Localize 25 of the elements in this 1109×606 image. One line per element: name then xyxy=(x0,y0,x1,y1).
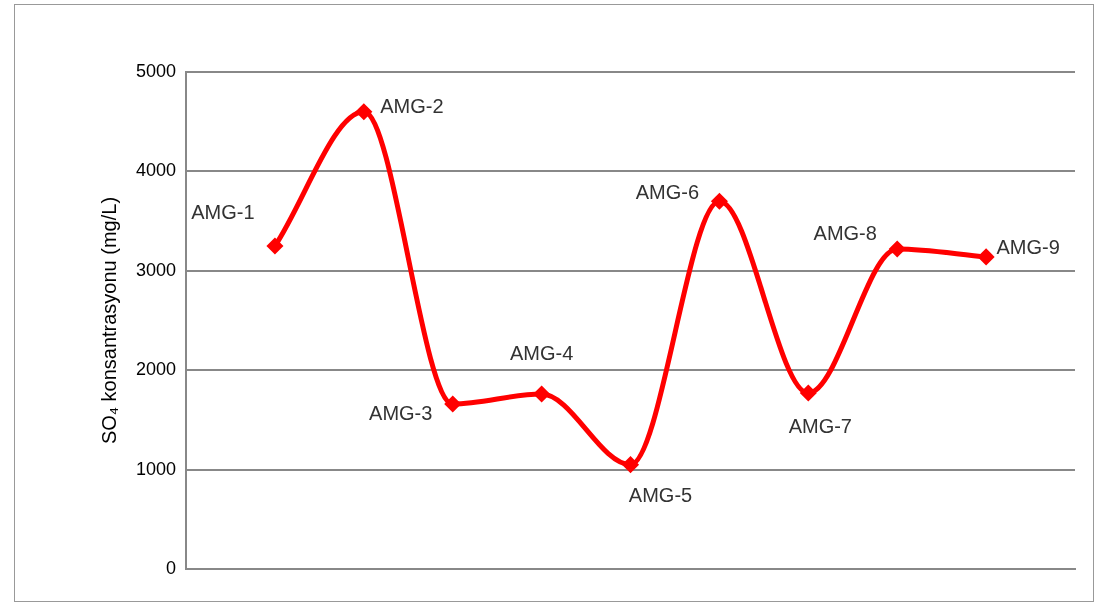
point xyxy=(534,386,550,402)
annotation: AMG-6 xyxy=(635,180,700,203)
point xyxy=(800,385,816,401)
annotation: AMG-3 xyxy=(369,401,433,424)
y-tick-label: 1000 xyxy=(136,458,177,479)
annotation: AMG-4 xyxy=(509,341,574,364)
annotation: AMG-8 xyxy=(813,222,877,245)
y-axis-title: SO₄ konsantrasyonu (mg/L) xyxy=(97,196,120,445)
point xyxy=(445,396,461,412)
annotation: AMG-7 xyxy=(788,414,852,437)
annotation: AMG-5 xyxy=(628,484,693,507)
point xyxy=(356,104,372,120)
y-tick-label: 2000 xyxy=(136,359,177,380)
y-tick-label: 5000 xyxy=(136,60,177,81)
annotation: AMG-1 xyxy=(191,201,255,224)
point xyxy=(267,238,283,254)
y-tick-label: 0 xyxy=(166,557,177,578)
y-tick-label: 4000 xyxy=(136,160,177,181)
point xyxy=(711,193,727,209)
annotation: AMG-2 xyxy=(380,95,444,118)
point xyxy=(623,457,639,473)
annotation: AMG-9 xyxy=(996,236,1060,259)
y-tick-label: 3000 xyxy=(136,259,177,280)
point xyxy=(889,241,905,257)
point xyxy=(978,249,994,265)
